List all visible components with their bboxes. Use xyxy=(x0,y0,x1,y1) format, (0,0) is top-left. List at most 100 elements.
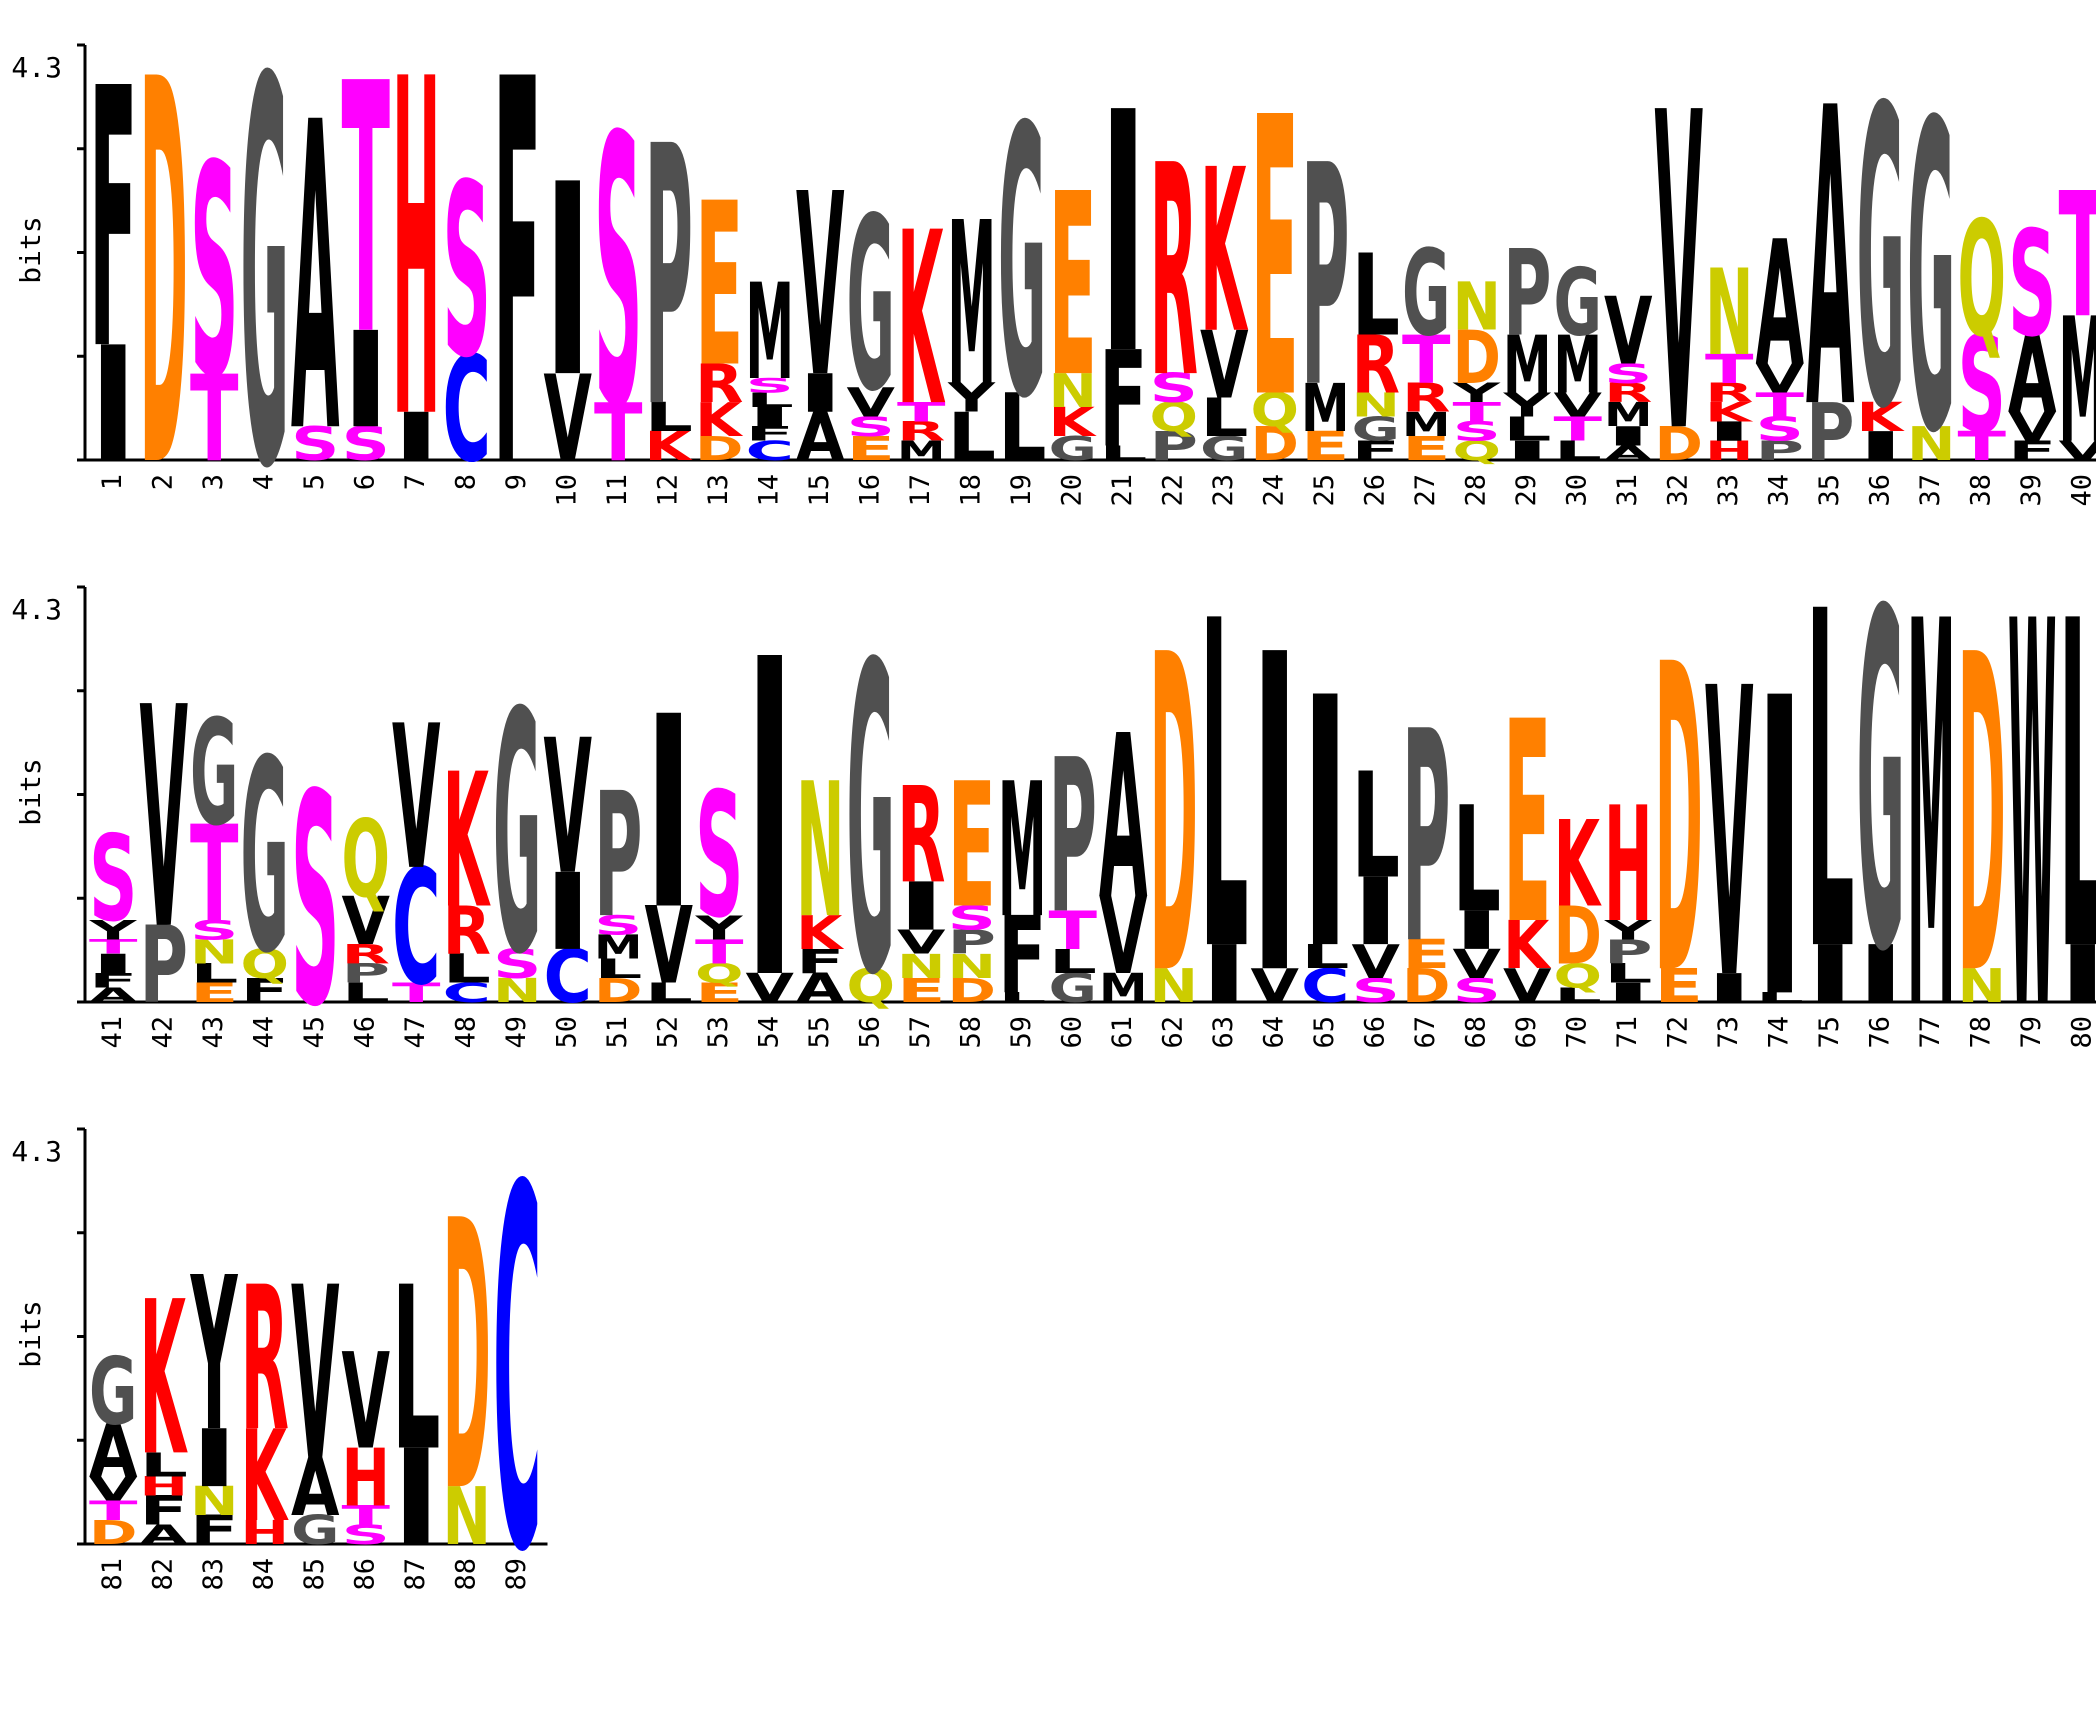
logo-letter: C xyxy=(443,325,491,495)
logo-letter: L xyxy=(1352,230,1400,361)
logo-letter: I xyxy=(1352,858,1400,966)
logo-letter: C xyxy=(1301,960,1349,1014)
logo-letter: L xyxy=(746,389,794,412)
logo-letter: R xyxy=(342,939,390,970)
logo-letter: V xyxy=(342,1326,390,1479)
x-tick-label: 88 xyxy=(450,1558,481,1591)
logo-letter: C xyxy=(443,977,491,1008)
logo-letter: I xyxy=(1604,421,1652,452)
x-tick-label: 83 xyxy=(198,1558,229,1591)
logo-column: DV xyxy=(1655,22,1704,530)
logo-letter: G xyxy=(89,1339,137,1446)
logo-column: TSQ xyxy=(1958,188,2006,469)
logo-letter: I xyxy=(1857,929,1905,1021)
logo-letter: A xyxy=(1756,204,1804,405)
logo-letter: C xyxy=(746,435,794,466)
logo-letter: L xyxy=(190,959,238,990)
logo-letter: T xyxy=(1756,387,1805,425)
x-tick-label: 68 xyxy=(1460,1016,1491,1049)
x-tick-label: 56 xyxy=(854,1016,885,1049)
logo-column: QG xyxy=(847,577,895,1069)
logo-letter: K xyxy=(140,1256,189,1502)
logo-column: IKG xyxy=(1857,23,1905,500)
logo-letter: A xyxy=(1604,442,1653,465)
logo-letter: I xyxy=(897,869,945,946)
logo-letter: I xyxy=(796,363,844,424)
logo-column: SIT xyxy=(342,11,390,471)
logo-letter: V xyxy=(1200,312,1248,420)
logo-letter: I xyxy=(645,662,693,969)
x-tick-label: 77 xyxy=(1915,1016,1946,1049)
logo-letter: P xyxy=(1150,423,1199,470)
logo-letter: L xyxy=(998,990,1047,1005)
logo-letter: G xyxy=(241,705,289,1013)
logo-letter: I xyxy=(1503,436,1551,467)
logo-letter: T xyxy=(190,798,238,952)
logo-letter: N xyxy=(443,1472,491,1563)
logo-letter: V xyxy=(1705,604,1754,1066)
logo-letter: S xyxy=(1453,417,1501,447)
logo-letter: E xyxy=(1402,430,1450,468)
x-tick-label: 64 xyxy=(1258,1016,1289,1049)
logo-letter: M xyxy=(897,436,945,466)
x-tick-label: 60 xyxy=(1056,1016,1087,1049)
x-tick-label: 79 xyxy=(2016,1016,2047,1049)
logo-letter: Q xyxy=(1251,384,1299,437)
logo-column: IG xyxy=(1857,515,1905,1054)
logo-letter: V xyxy=(897,923,946,961)
x-tick-label: 43 xyxy=(198,1016,229,1049)
logo-letter: P xyxy=(948,923,997,962)
logo-column: ND xyxy=(1150,565,1198,1072)
x-tick-label: 73 xyxy=(1713,1016,1744,1049)
logo-letter: G xyxy=(847,167,895,444)
logo-letter: Y xyxy=(88,915,138,946)
logo-column: ND xyxy=(1958,565,2006,1072)
logo-letter: G xyxy=(1049,965,1097,1012)
x-tick-label: 70 xyxy=(1561,1016,1592,1049)
logo-letter: L xyxy=(392,1239,440,1502)
x-tick-label: 13 xyxy=(703,474,734,507)
x-tick-label: 16 xyxy=(854,474,885,507)
logo-letter: K xyxy=(645,423,693,469)
y-max-label: 4.3 xyxy=(11,51,62,84)
x-tick-label: 59 xyxy=(1006,1016,1037,1049)
logo-letter: R xyxy=(897,760,945,913)
logo-letter: T xyxy=(897,397,946,428)
logo-letter: E xyxy=(190,977,238,1008)
logo-letter: S xyxy=(443,135,491,411)
logo-letter: V xyxy=(291,1237,339,1515)
logo-letter: N xyxy=(1453,268,1501,346)
logo-letter: L xyxy=(1352,742,1400,911)
logo-letter: D xyxy=(1150,565,1198,1072)
logo-letter: S xyxy=(695,756,743,956)
logo-letter: V xyxy=(342,884,391,961)
logo-letter: T xyxy=(1402,322,1451,399)
x-tick-label: 52 xyxy=(652,1016,683,1049)
logo-letter: K xyxy=(1554,797,1602,935)
logo-letter: L xyxy=(948,399,996,476)
y-max-label: 4.3 xyxy=(11,1135,62,1168)
logo-column: TS xyxy=(594,58,642,489)
logo-letter: M xyxy=(1907,511,1955,1128)
logo-letter: T xyxy=(342,1500,391,1531)
logo-letter: D xyxy=(1402,960,1451,1014)
logo-letter: Q xyxy=(847,960,895,1013)
logo-column: IL xyxy=(1806,516,1854,1055)
x-tick-label: 87 xyxy=(400,1558,431,1591)
logo-letter: M xyxy=(1099,966,1148,1012)
x-tick-label: 18 xyxy=(955,474,986,507)
logo-letter: P xyxy=(1806,387,1854,479)
logo-letter: N xyxy=(493,972,541,1011)
logo-letter: L xyxy=(140,1446,189,1484)
logo-letter: L xyxy=(1604,959,1652,990)
x-tick-label: 20 xyxy=(1056,474,1087,507)
logo-letter: E xyxy=(1503,662,1551,985)
x-tick-label: 65 xyxy=(1309,1016,1340,1049)
